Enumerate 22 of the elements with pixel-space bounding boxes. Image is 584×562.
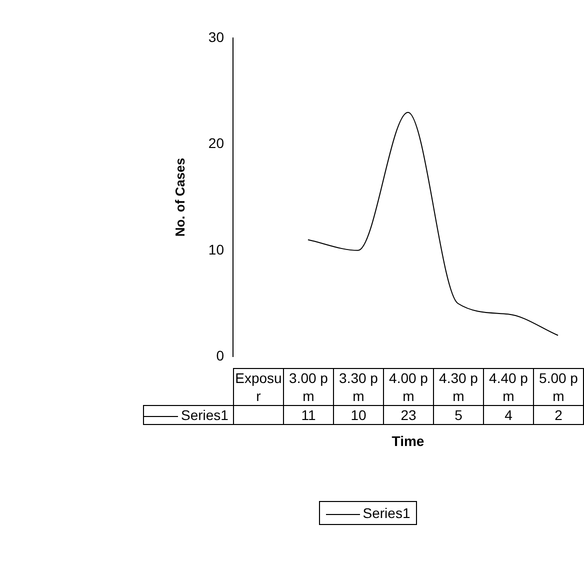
- x-tick-label: 4.30 pm: [434, 368, 484, 406]
- y-axis-title: No. of Cases: [172, 158, 188, 237]
- y-tick-label: 20: [208, 135, 224, 152]
- x-tick-label: 4.00 pm: [384, 368, 434, 406]
- line-series: [308, 112, 558, 336]
- data-label: 4: [484, 406, 534, 424]
- x-tick-label: 5.00 pm: [534, 368, 584, 406]
- legend-label: Series1: [144, 406, 234, 424]
- data-label: 2: [534, 406, 584, 424]
- text: Series1: [362, 505, 410, 521]
- data-label: 11: [284, 406, 334, 424]
- data-label: 10: [334, 406, 384, 424]
- y-tick-label: 0: [216, 347, 224, 364]
- y-tick-label: 10: [208, 241, 224, 258]
- x-tick-label: 3.30 pm: [334, 368, 384, 406]
- x-tick-label: 3.00 pm: [284, 368, 334, 406]
- x-tick-label: Exposur: [234, 368, 284, 406]
- x-axis-title: Time: [390, 433, 426, 449]
- y-tick-label: 30: [208, 28, 224, 45]
- data-label: 5: [434, 406, 484, 424]
- data-label: 23: [384, 406, 434, 424]
- x-tick-label: 4.40 pm: [484, 368, 534, 406]
